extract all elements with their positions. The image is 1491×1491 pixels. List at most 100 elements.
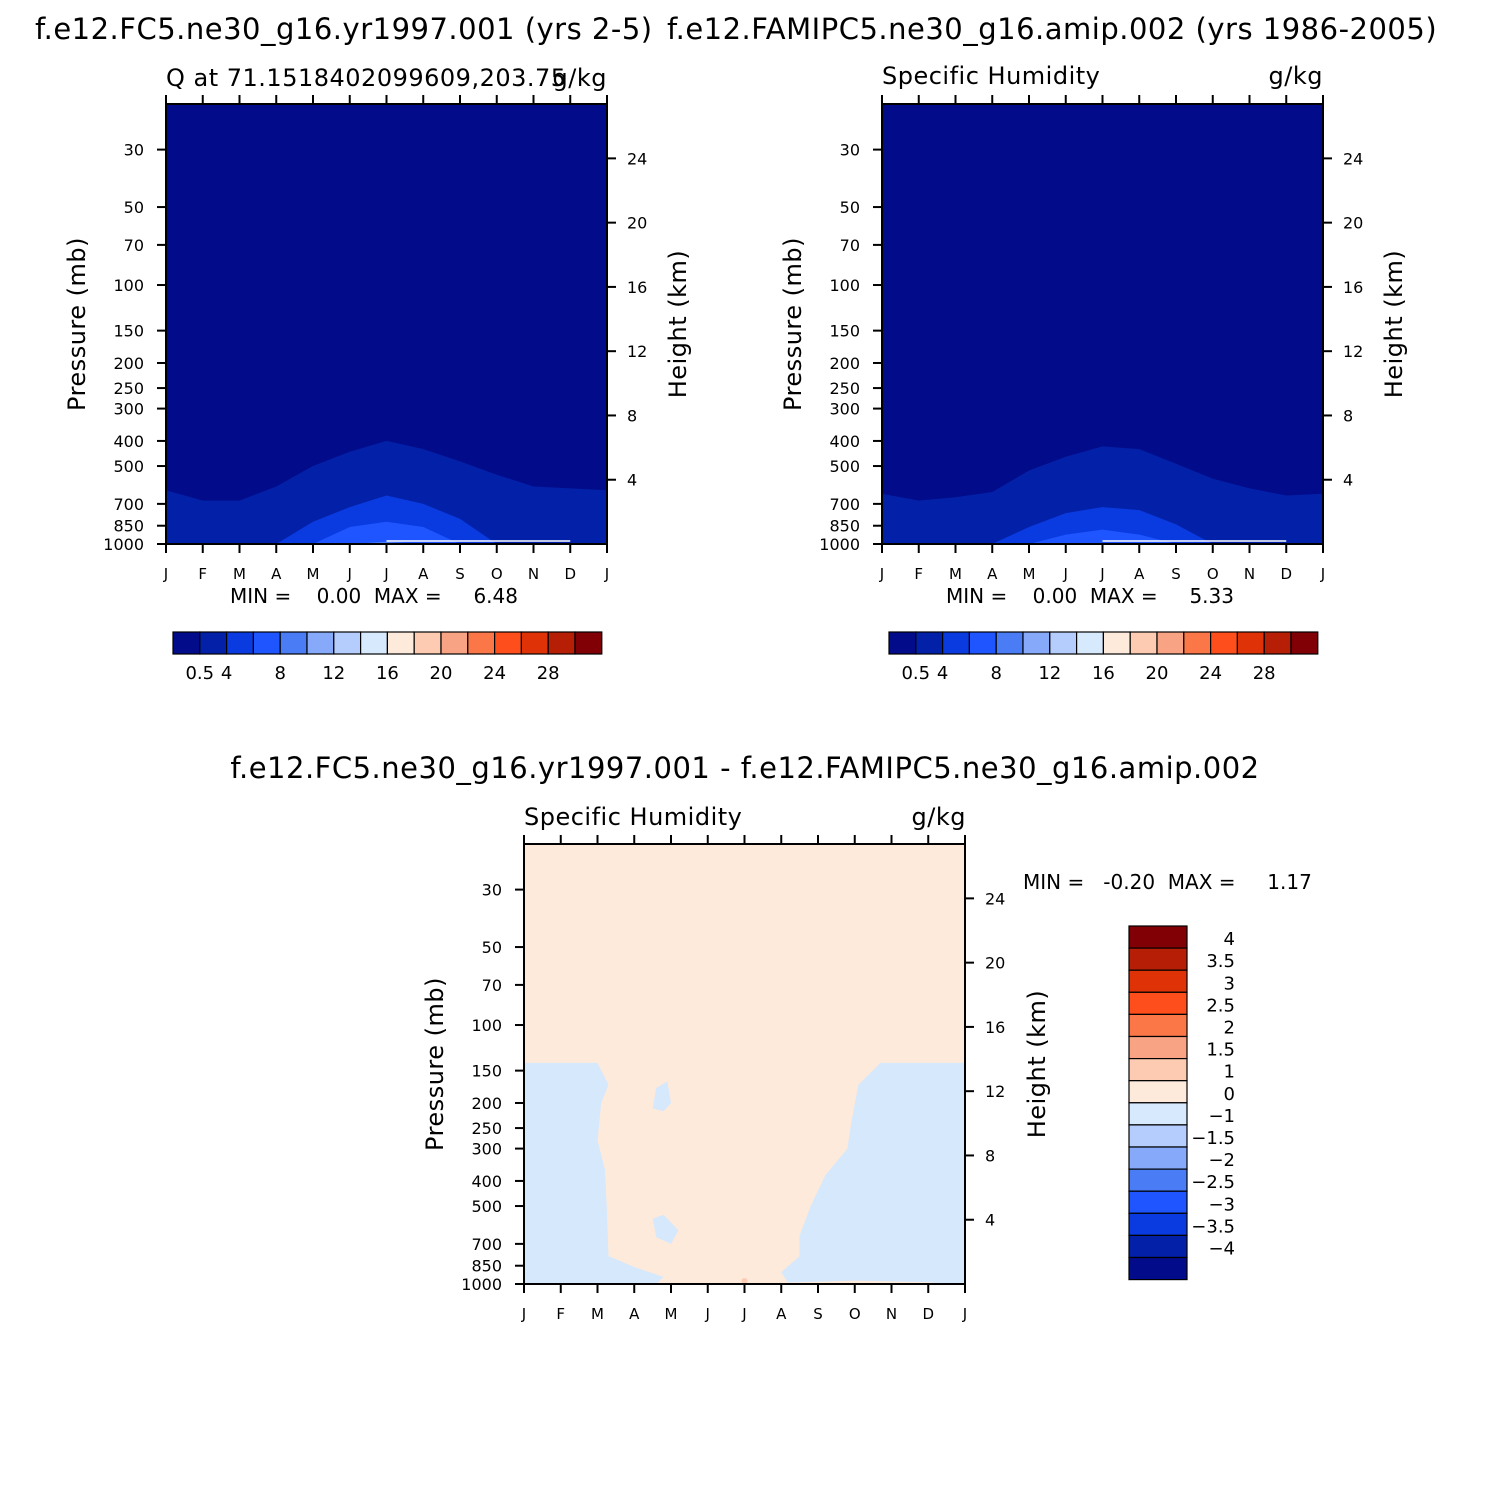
y-tick-label: 200 xyxy=(113,354,144,373)
x-tick-label: M xyxy=(591,1305,604,1323)
y-tick-label: 150 xyxy=(471,1062,502,1081)
contour-region-neg-right xyxy=(781,1062,965,1284)
y-tick-label: 100 xyxy=(113,276,144,295)
ylabel-top-left: Pressure (mb) xyxy=(63,237,91,411)
colorbar-label: 1 xyxy=(1224,1062,1235,1083)
colorbar-swatch xyxy=(172,631,201,655)
height-tick-label: 8 xyxy=(1343,406,1353,425)
colorbar-swatch xyxy=(1075,631,1104,655)
height-tick-label: 8 xyxy=(627,406,637,425)
colorbar-swatch xyxy=(520,631,549,655)
colorbar-swatch xyxy=(1128,1035,1188,1060)
contour-region-2-4 xyxy=(166,495,607,544)
colorbar-label: 20 xyxy=(430,663,453,684)
contour-region-neg-blob xyxy=(652,1214,679,1244)
colorbar-swatch xyxy=(915,631,944,655)
y-tick-label: 400 xyxy=(829,432,860,451)
colorbar-swatch xyxy=(386,631,415,655)
colorbar-swatch xyxy=(1128,1013,1188,1038)
minmax-bottom: MIN = -0.20 MAX = 1.17 xyxy=(1023,870,1312,894)
colorbar-label: 20 xyxy=(1146,663,1169,684)
height-tick-label: 12 xyxy=(1343,342,1363,361)
y-tick-label: 500 xyxy=(829,457,860,476)
colorbar-swatch xyxy=(1128,947,1188,971)
height-tick-label: 20 xyxy=(985,954,1005,973)
x-tick-label: F xyxy=(914,565,923,583)
colorbar-label: 24 xyxy=(1199,663,1222,684)
height-tick-label: 24 xyxy=(1343,149,1363,168)
x-tick-label: N xyxy=(1244,565,1255,583)
colorbar-label: −2.5 xyxy=(1191,1172,1235,1193)
colorbar-bottom: 43.532.521.510−1−1.5−2−2.5−3−3.5−4 xyxy=(1128,925,1235,1281)
x-tick-label: O xyxy=(491,565,503,583)
x-tick-label: J xyxy=(1099,565,1104,583)
y-tick-label: 250 xyxy=(829,379,860,398)
plot-unit-top-right: g/kg xyxy=(1269,62,1323,90)
x-tick-label: F xyxy=(198,565,207,583)
x-tick-label: M xyxy=(949,565,962,583)
colorbar-swatch xyxy=(252,631,281,655)
x-tick-label: J xyxy=(1063,565,1068,583)
y-tick-label: 70 xyxy=(124,236,144,255)
x-tick-label: S xyxy=(813,1305,823,1323)
colorbar-swatch xyxy=(1263,631,1292,655)
x-tick-label: A xyxy=(629,1305,640,1323)
x-tick-label: A xyxy=(271,565,282,583)
y-tick-label: 850 xyxy=(829,517,860,536)
colorbar-label: 8 xyxy=(274,663,285,684)
height-tick-label: 16 xyxy=(985,1018,1005,1037)
y-tick-label: 150 xyxy=(829,322,860,341)
y-tick-label: 1000 xyxy=(103,535,144,554)
x-tick-label: J xyxy=(1320,565,1325,583)
colorbar-label: −1.5 xyxy=(1191,1128,1235,1149)
colorbar-swatch xyxy=(1128,1057,1188,1082)
height-tick-label: 16 xyxy=(627,278,647,297)
y-tick-label: 70 xyxy=(482,976,502,995)
colorbar-swatch xyxy=(1128,1256,1188,1281)
x-tick-label: S xyxy=(1171,565,1181,583)
contour-region-4-6 xyxy=(882,529,1323,544)
colorbar-swatch xyxy=(1128,969,1188,993)
colorbar-swatch xyxy=(1049,631,1078,655)
colorbar-swatch xyxy=(494,631,523,655)
colorbar-swatch xyxy=(279,631,308,655)
colorbar-label: 4 xyxy=(221,663,232,684)
colorbar-label: 12 xyxy=(1038,663,1061,684)
colorbar-swatch xyxy=(995,631,1024,655)
contour-region-0.5-2 xyxy=(166,440,607,544)
colorbar-swatch xyxy=(1290,631,1319,655)
colorbar-swatch xyxy=(306,631,335,655)
colorbar-swatch xyxy=(440,631,469,655)
y-tick-label: 700 xyxy=(471,1235,502,1254)
y-tick-label: 500 xyxy=(113,457,144,476)
x-tick-label: D xyxy=(922,1305,934,1323)
ylabel-right-top-left: Height (km) xyxy=(664,250,692,398)
colorbar-swatch xyxy=(1128,1124,1188,1148)
y-tick-label: 30 xyxy=(482,881,502,900)
colorbar-label: 0 xyxy=(1224,1084,1235,1105)
height-tick-label: 20 xyxy=(627,214,647,233)
plot-title-top-right: Specific Humidity xyxy=(882,62,1100,90)
x-tick-label: A xyxy=(418,565,429,583)
colorbar-swatch xyxy=(467,631,496,655)
y-tick-label: 850 xyxy=(113,517,144,536)
x-tick-label: M xyxy=(665,1305,678,1323)
colorbar-label: 1.5 xyxy=(1206,1040,1235,1061)
x-tick-label: F xyxy=(556,1305,565,1323)
y-tick-label: 150 xyxy=(113,322,144,341)
panel-top-right: f.e12.FAMIPC5.ne30_g16.amip.002 (yrs 198… xyxy=(667,12,1437,684)
colorbar-label: 4 xyxy=(1224,929,1235,950)
colorbar-swatch xyxy=(968,631,997,655)
colorbar-label: 8 xyxy=(990,663,1001,684)
y-tick-label: 700 xyxy=(113,495,144,514)
panel-top-left: f.e12.FC5.ne30_g16.yr1997.001 (yrs 2-5) … xyxy=(35,12,692,684)
x-tick-label: J xyxy=(383,565,388,583)
height-tick-label: 12 xyxy=(627,342,647,361)
colorbar-swatch xyxy=(1022,631,1051,655)
x-tick-label: D xyxy=(1280,565,1292,583)
y-tick-label: 300 xyxy=(113,400,144,419)
height-tick-label: 24 xyxy=(985,889,1005,908)
colorbar-swatch xyxy=(1128,925,1188,949)
colorbar-top-right: 0.5 4 8 12 16 20 24 28 xyxy=(888,631,1319,684)
